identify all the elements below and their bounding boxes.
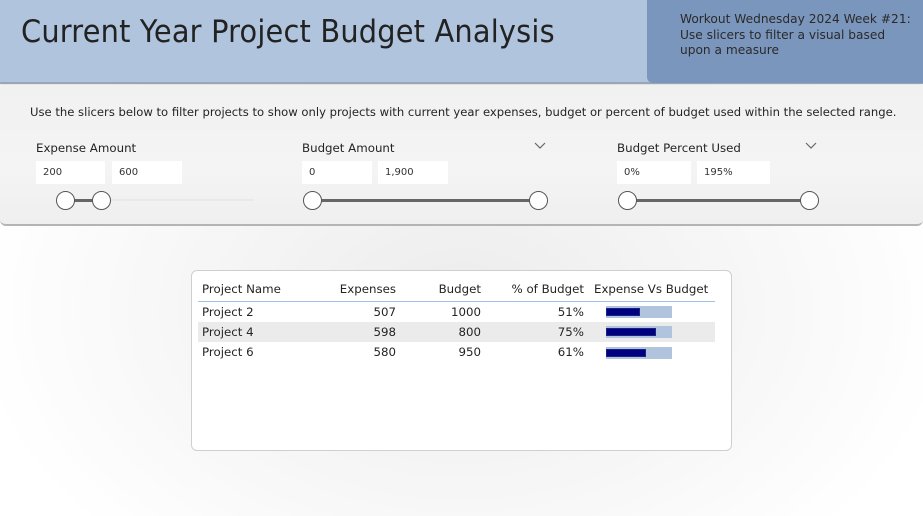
- expense-max-handle[interactable]: [92, 191, 111, 210]
- chevron-down-icon[interactable]: [805, 141, 817, 151]
- expense-min-input[interactable]: 200: [36, 161, 105, 184]
- slicer-panel: Use the slicers below to filter projects…: [0, 85, 923, 226]
- page-header: Current Year Project Budget Analysis Wor…: [0, 0, 923, 84]
- cell-project-name: Project 2: [202, 304, 254, 319]
- page-title: Current Year Project Budget Analysis: [21, 14, 555, 50]
- column-header-pct-budget[interactable]: % of Budget: [485, 277, 588, 302]
- chevron-down-icon[interactable]: [534, 141, 546, 151]
- percent-max-handle[interactable]: [800, 191, 819, 210]
- expense-bar-fill: [606, 328, 656, 337]
- column-header-expense-vs-budget[interactable]: Expense Vs Budget: [588, 277, 715, 302]
- cell-expenses: 580: [373, 345, 396, 360]
- percent-min-handle[interactable]: [618, 191, 637, 210]
- slicer-label: Expense Amount: [36, 141, 137, 155]
- cell-expense-vs-budget: [588, 321, 715, 342]
- cell-expenses: 598: [308, 321, 400, 342]
- expense-max-input[interactable]: 600: [112, 161, 182, 184]
- budget-bar-track: [606, 346, 672, 359]
- cell-budget: 1000: [450, 304, 481, 319]
- expense-bar-fill: [606, 348, 647, 357]
- info-note-box: Workout Wednesday 2024 Week #21: Use sli…: [647, 0, 923, 83]
- percent-min-input[interactable]: 0%: [617, 161, 691, 184]
- expense-min-handle[interactable]: [56, 191, 75, 210]
- instruction-text: Use the slicers below to filter projects…: [30, 105, 897, 119]
- expense-bar-fill: [606, 308, 640, 316]
- cell-budget: 950: [458, 345, 481, 360]
- cell-pct-budget: 51%: [557, 304, 584, 319]
- budget-min-input[interactable]: 0: [302, 161, 372, 184]
- cell-pct-budget: 61%: [557, 345, 584, 360]
- budget-max-handle[interactable]: [529, 191, 548, 210]
- cell-expense-vs-budget: [588, 301, 715, 322]
- expense-slider-track[interactable]: [62, 199, 254, 201]
- budget-bar-track: [606, 326, 672, 339]
- column-header-project-name[interactable]: Project Name: [198, 277, 308, 302]
- table-row[interactable]: Project 2 507 1000 51%: [198, 301, 715, 322]
- cell-expense-vs-budget: [588, 342, 715, 363]
- table-row[interactable]: Project 4 598 800 75%: [198, 321, 715, 342]
- percent-max-input[interactable]: 195%: [697, 161, 770, 184]
- table-row[interactable]: Project 6 580 950 61%: [198, 342, 715, 363]
- slicer-label: Budget Percent Used: [617, 141, 741, 155]
- column-header-expenses[interactable]: Expenses: [308, 277, 400, 302]
- budget-slider-track[interactable]: [312, 199, 540, 202]
- data-table: Project Name Expenses Budget % of Budget…: [198, 277, 715, 363]
- cell-budget: 800: [400, 321, 485, 342]
- cell-project-name: Project 4: [198, 321, 308, 342]
- expense-slider-range: [66, 199, 102, 202]
- budget-bar-track: [606, 306, 672, 318]
- column-header-budget[interactable]: Budget: [400, 277, 485, 302]
- budget-max-input[interactable]: 1,900: [378, 161, 448, 184]
- project-budget-table: Project Name Expenses Budget % of Budget…: [191, 270, 732, 451]
- table-header-row: Project Name Expenses Budget % of Budget…: [198, 277, 715, 302]
- percent-slider-track[interactable]: [627, 199, 810, 202]
- cell-pct-budget: 75%: [485, 321, 588, 342]
- cell-expenses: 507: [373, 304, 396, 319]
- info-note-text: Workout Wednesday 2024 Week #21: Use sli…: [680, 12, 911, 57]
- budget-min-handle[interactable]: [303, 191, 322, 210]
- slicer-label: Budget Amount: [302, 141, 395, 155]
- cell-project-name: Project 6: [202, 345, 254, 360]
